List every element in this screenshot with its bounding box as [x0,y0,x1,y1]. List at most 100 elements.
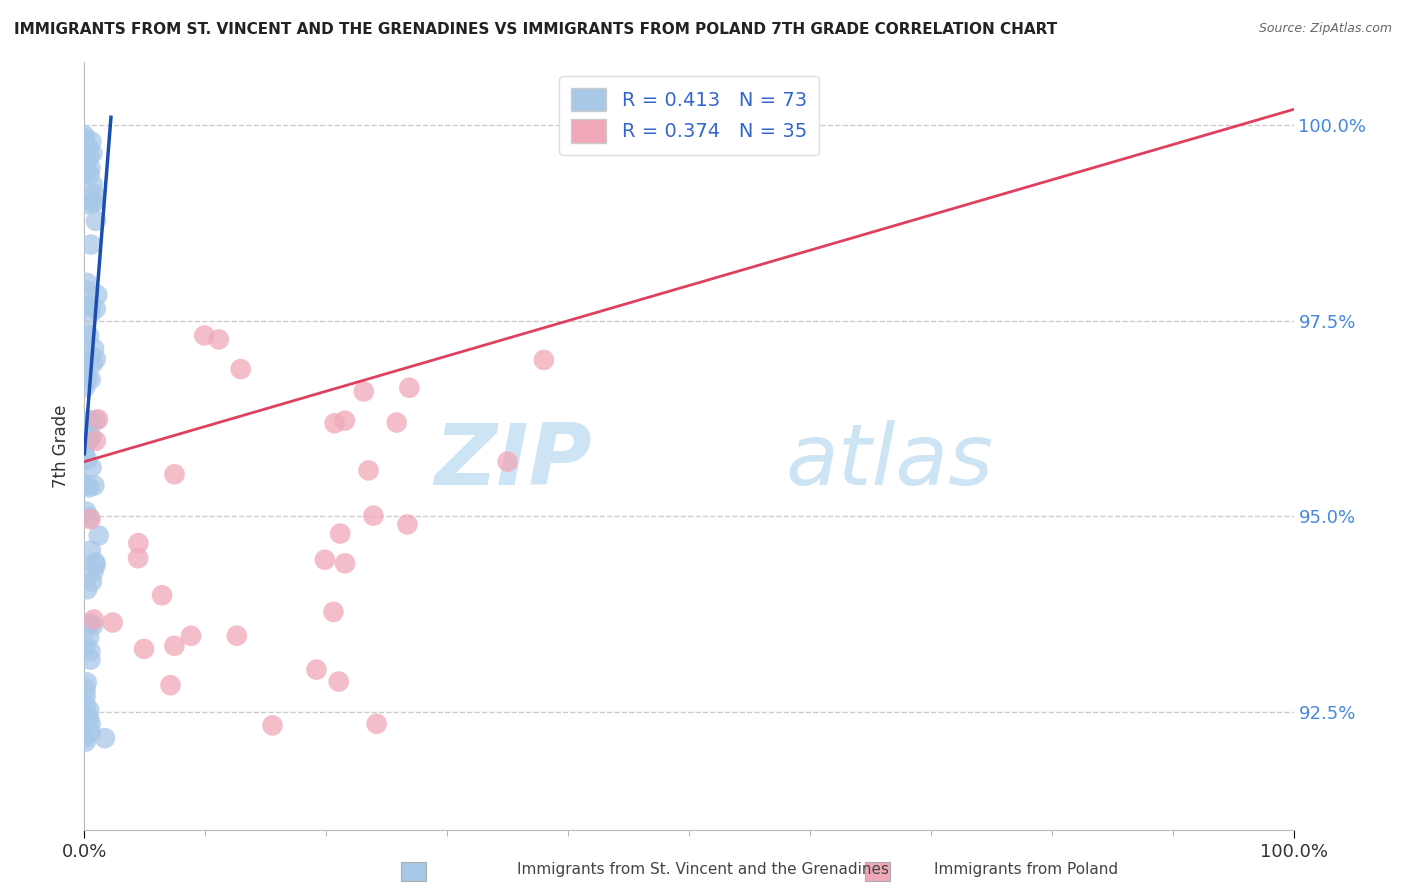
Point [79,717,101,731]
Text: ZIP: ZIP [434,420,592,503]
Point [353,384,375,399]
Point [84,558,107,572]
Point [305,663,328,677]
Point [79,644,101,658]
Point [79,480,101,494]
Point [87,528,110,542]
Point [77,150,100,164]
Point [385,416,408,430]
Point [94,731,117,745]
Point [398,381,420,395]
Point [328,674,350,689]
Point [80,135,103,149]
Point [77,703,100,717]
Point [73,446,96,460]
Point [75,504,97,518]
Point [83,342,105,356]
Point [79,413,101,427]
Point [84,413,107,427]
Point [363,508,385,523]
Point [75,638,97,652]
Point [77,328,100,343]
Point [82,195,104,210]
Y-axis label: 7th Grade: 7th Grade [52,404,70,488]
Point [77,197,100,211]
Point [76,166,98,180]
Point [357,463,380,477]
Text: Immigrants from St. Vincent and the Grenadines: Immigrants from St. Vincent and the Gren… [517,863,889,877]
Point [77,711,100,725]
Point [79,616,101,631]
Point [82,618,104,632]
Point [76,371,98,385]
Point [76,453,98,467]
Point [159,678,181,692]
Point [80,574,103,589]
Point [82,178,104,192]
Point [73,131,96,145]
Point [150,588,173,602]
Point [83,478,105,492]
Point [180,629,202,643]
Point [73,478,96,492]
Point [83,187,105,202]
Point [75,734,97,748]
Point [75,300,97,314]
Point [82,565,104,579]
Point [163,467,186,482]
Point [366,716,388,731]
Point [80,237,103,252]
Point [101,615,124,630]
Point [79,415,101,429]
Point [75,731,97,745]
Point [323,416,346,430]
Point [80,725,103,739]
Point [208,332,231,346]
Point [77,284,100,298]
Point [329,526,352,541]
Point [75,326,97,340]
Point [76,675,98,690]
Point [84,434,107,448]
Point [79,512,101,526]
Point [82,146,104,161]
Legend: R = 0.413   N = 73, R = 0.374   N = 35: R = 0.413 N = 73, R = 0.374 N = 35 [560,76,818,154]
Point [75,435,97,450]
Point [75,689,97,703]
Point [80,299,103,313]
Point [84,555,107,569]
Point [80,430,103,444]
Point [79,510,101,524]
Point [496,455,519,469]
Point [77,631,100,645]
Point [76,276,98,290]
Point [193,328,215,343]
Point [262,718,284,732]
Point [229,362,252,376]
Point [333,557,356,571]
Point [79,652,101,666]
Point [84,214,107,228]
Point [75,380,97,394]
Point [80,543,103,558]
Point [322,605,344,619]
Point [127,536,149,550]
Point [76,582,98,597]
Point [127,551,149,566]
Point [80,460,103,475]
Point [73,477,96,491]
Point [75,698,97,712]
Point [83,613,105,627]
Text: Source: ZipAtlas.com: Source: ZipAtlas.com [1258,22,1392,36]
Point [79,161,101,175]
Point [87,412,110,426]
Point [84,352,107,367]
Point [79,306,101,320]
Point [82,357,104,371]
Point [82,194,104,209]
Text: atlas: atlas [786,420,994,503]
Text: IMMIGRANTS FROM ST. VINCENT AND THE GRENADINES VS IMMIGRANTS FROM POLAND 7TH GRA: IMMIGRANTS FROM ST. VINCENT AND THE GREN… [14,22,1057,37]
Point [396,517,419,532]
Point [79,168,101,182]
Point [80,350,103,364]
